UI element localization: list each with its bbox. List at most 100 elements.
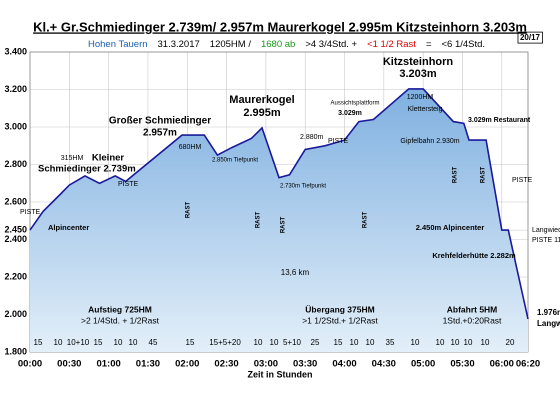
annotation: PISTE bbox=[512, 177, 533, 184]
annotation: Alpincenter bbox=[48, 223, 89, 232]
annotation: 2.995m bbox=[243, 107, 281, 119]
annotation: 2.730m Tiefpunkt bbox=[280, 184, 326, 190]
annotation: 25 bbox=[311, 338, 320, 347]
x-tick-label: 01:30 bbox=[136, 359, 160, 370]
x-tick-label: 01:00 bbox=[96, 359, 120, 370]
x-tick-label: 04:00 bbox=[332, 359, 356, 370]
annotation: 3.203m bbox=[399, 68, 437, 80]
annotation: 10 bbox=[129, 338, 138, 347]
annotation: 20/17 bbox=[520, 33, 541, 42]
x-tick-label: 05:30 bbox=[450, 359, 474, 370]
annotation: 15+5+20 bbox=[209, 338, 241, 347]
y-tick-label: 2.450 bbox=[4, 225, 27, 235]
x-tick-label: 03:00 bbox=[254, 359, 278, 370]
y-tick-label: 3.200 bbox=[4, 84, 27, 94]
annotation: 1200HM bbox=[407, 94, 434, 101]
annotation: 315HM bbox=[61, 155, 84, 162]
subtitle-part: >4 3/4Std. + bbox=[305, 39, 357, 50]
annotation: 10 bbox=[436, 338, 445, 347]
subtitle-part: <6 1/4Std. bbox=[442, 39, 486, 50]
annotation: Übergang 375HM bbox=[305, 304, 374, 314]
annotation: 15 bbox=[94, 338, 103, 347]
annotation: RAST bbox=[481, 167, 487, 184]
x-tick-label: 00:00 bbox=[18, 359, 42, 370]
chart-title: Kl.+ Gr.Schmiedinger 2.739m/ 2.957m Maur… bbox=[33, 19, 527, 34]
annotation: >1 1/2Std.+ 1/2Rast bbox=[302, 315, 378, 325]
x-tick-label: 02:00 bbox=[175, 359, 199, 370]
annotation: 15 bbox=[186, 338, 195, 347]
x-tick-label: 04:30 bbox=[372, 359, 396, 370]
annotation: 35 bbox=[386, 338, 395, 347]
y-tick-label: 2.200 bbox=[4, 271, 27, 281]
annotation: RAST bbox=[363, 212, 369, 229]
annotation: Gipfelbahn 2.930m bbox=[400, 138, 459, 145]
x-tick-label: 00:30 bbox=[57, 359, 81, 370]
subtitle-part: 31.3.2017 bbox=[158, 39, 200, 50]
annotation: 2.957m bbox=[143, 128, 177, 139]
annotation: PISTE bbox=[20, 209, 41, 216]
annotation: 1Std.+0:20Rast bbox=[443, 315, 502, 325]
annotation: Aufstieg 725HM bbox=[88, 304, 152, 314]
annotation: RAST bbox=[453, 167, 459, 184]
annotation: 20 bbox=[506, 338, 515, 347]
annotation: Großer Schmiedinger bbox=[109, 116, 211, 127]
annotation: 1.976m bbox=[537, 308, 560, 317]
annotation: PISTE 11 bbox=[532, 237, 560, 244]
y-tick-label: 1.800 bbox=[4, 346, 27, 356]
annotation: 10 bbox=[114, 338, 123, 347]
x-tick-label: 05:00 bbox=[411, 359, 435, 370]
annotation: 10+10 bbox=[67, 338, 90, 347]
annotation: Langwied bbox=[537, 319, 560, 328]
x-tick-label: 06:20 bbox=[516, 359, 540, 370]
y-tick-label: 2.400 bbox=[4, 234, 27, 244]
subtitle-part: Hohen Tauern bbox=[88, 39, 148, 50]
annotation: 10 bbox=[366, 338, 375, 347]
chart-subtitle: Hohen Tauern 31.3.2017 1205HM / 1680 ab >4 3… bbox=[88, 39, 485, 50]
annotation: 10 bbox=[451, 338, 460, 347]
profile-line bbox=[29, 88, 529, 320]
annotation: 10 bbox=[54, 338, 63, 347]
annotation: 10 bbox=[481, 338, 490, 347]
annotation: 10 bbox=[411, 338, 420, 347]
y-tick-label: 3.000 bbox=[4, 121, 27, 131]
annotation: PISTE bbox=[118, 181, 139, 188]
y-tick-label: 2.800 bbox=[4, 159, 27, 169]
x-tick-label: 06:00 bbox=[490, 359, 514, 370]
area-fill bbox=[30, 88, 528, 353]
subtitle-part: 1680 ab bbox=[261, 39, 295, 50]
x-tick-label: 02:30 bbox=[214, 359, 238, 370]
x-tick-label: 03:30 bbox=[293, 359, 317, 370]
annotation: 10 bbox=[350, 338, 359, 347]
annotation: 15 bbox=[34, 338, 43, 347]
y-tick-label: 3.400 bbox=[4, 46, 27, 56]
annotation: 680HM bbox=[179, 144, 202, 151]
annotation: Klettersteig bbox=[407, 106, 442, 113]
annotation: Kleiner bbox=[92, 153, 125, 164]
annotation: 15 bbox=[334, 338, 343, 347]
y-tick-label: 2.600 bbox=[4, 196, 27, 206]
annotation: Aussichtsplattform bbox=[330, 101, 379, 107]
annotation: Maurerkogel bbox=[229, 94, 294, 106]
subtitle-part: <1 1/2 Rast bbox=[367, 39, 416, 50]
subtitle-part: = bbox=[426, 39, 432, 50]
annotation: Langwied bbox=[532, 227, 560, 234]
annotation: RAST bbox=[281, 217, 287, 234]
annotation: 10 bbox=[464, 338, 473, 347]
annotation: 5+10 bbox=[283, 338, 302, 347]
x-axis-label: Zeit in Stunden bbox=[248, 369, 313, 379]
y-tick-label: 2.000 bbox=[4, 309, 27, 319]
annotation: RAST bbox=[256, 212, 262, 229]
annotation: 2.880m bbox=[300, 134, 324, 141]
annotation: Schmiedinger 2.739m bbox=[38, 164, 136, 175]
annotation: >2 1/4Std. + 1/2Rast bbox=[81, 315, 160, 325]
annotation: Krehfelderhütte 2.282m bbox=[432, 251, 516, 260]
annotation: 3.029m bbox=[338, 110, 362, 117]
subtitle-part: 1205HM / bbox=[210, 39, 252, 50]
annotation: 2.850m Tiefpunkt bbox=[212, 158, 258, 164]
annotation: Kitzsteinhorn bbox=[383, 56, 454, 68]
annotation: 13,6 km bbox=[281, 268, 310, 277]
badge-frame bbox=[517, 31, 543, 44]
annotation: 45 bbox=[149, 338, 158, 347]
annotation: 3.029m Restaurant bbox=[468, 117, 531, 124]
